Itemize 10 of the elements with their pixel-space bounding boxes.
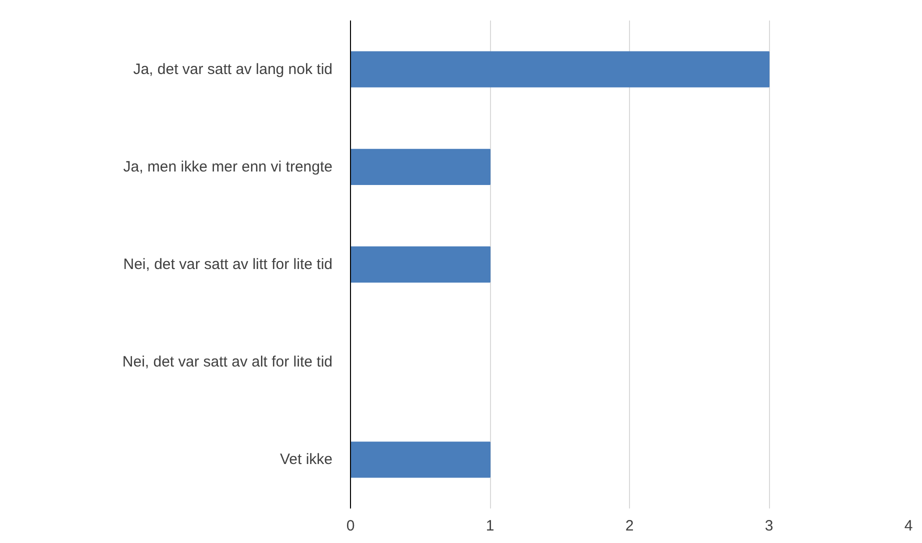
y-tick-label: Nei, det var satt av litt for lite tid bbox=[123, 256, 333, 273]
y-tick-label: Vet ikke bbox=[280, 451, 332, 468]
y-tick-label: Ja, men ikke mer enn vi trengte bbox=[123, 158, 333, 176]
x-tick-label: 4 bbox=[904, 518, 913, 534]
x-tick-label: 3 bbox=[764, 518, 774, 534]
y-tick-label: Ja, det var satt av lang nok tid bbox=[133, 60, 333, 78]
x-tick-label: 0 bbox=[346, 518, 355, 534]
x-tick-label: 1 bbox=[486, 518, 494, 534]
y-tick-label: Nei, det var satt av alt for lite tid bbox=[122, 354, 333, 371]
x-tick-label: 2 bbox=[625, 518, 634, 534]
